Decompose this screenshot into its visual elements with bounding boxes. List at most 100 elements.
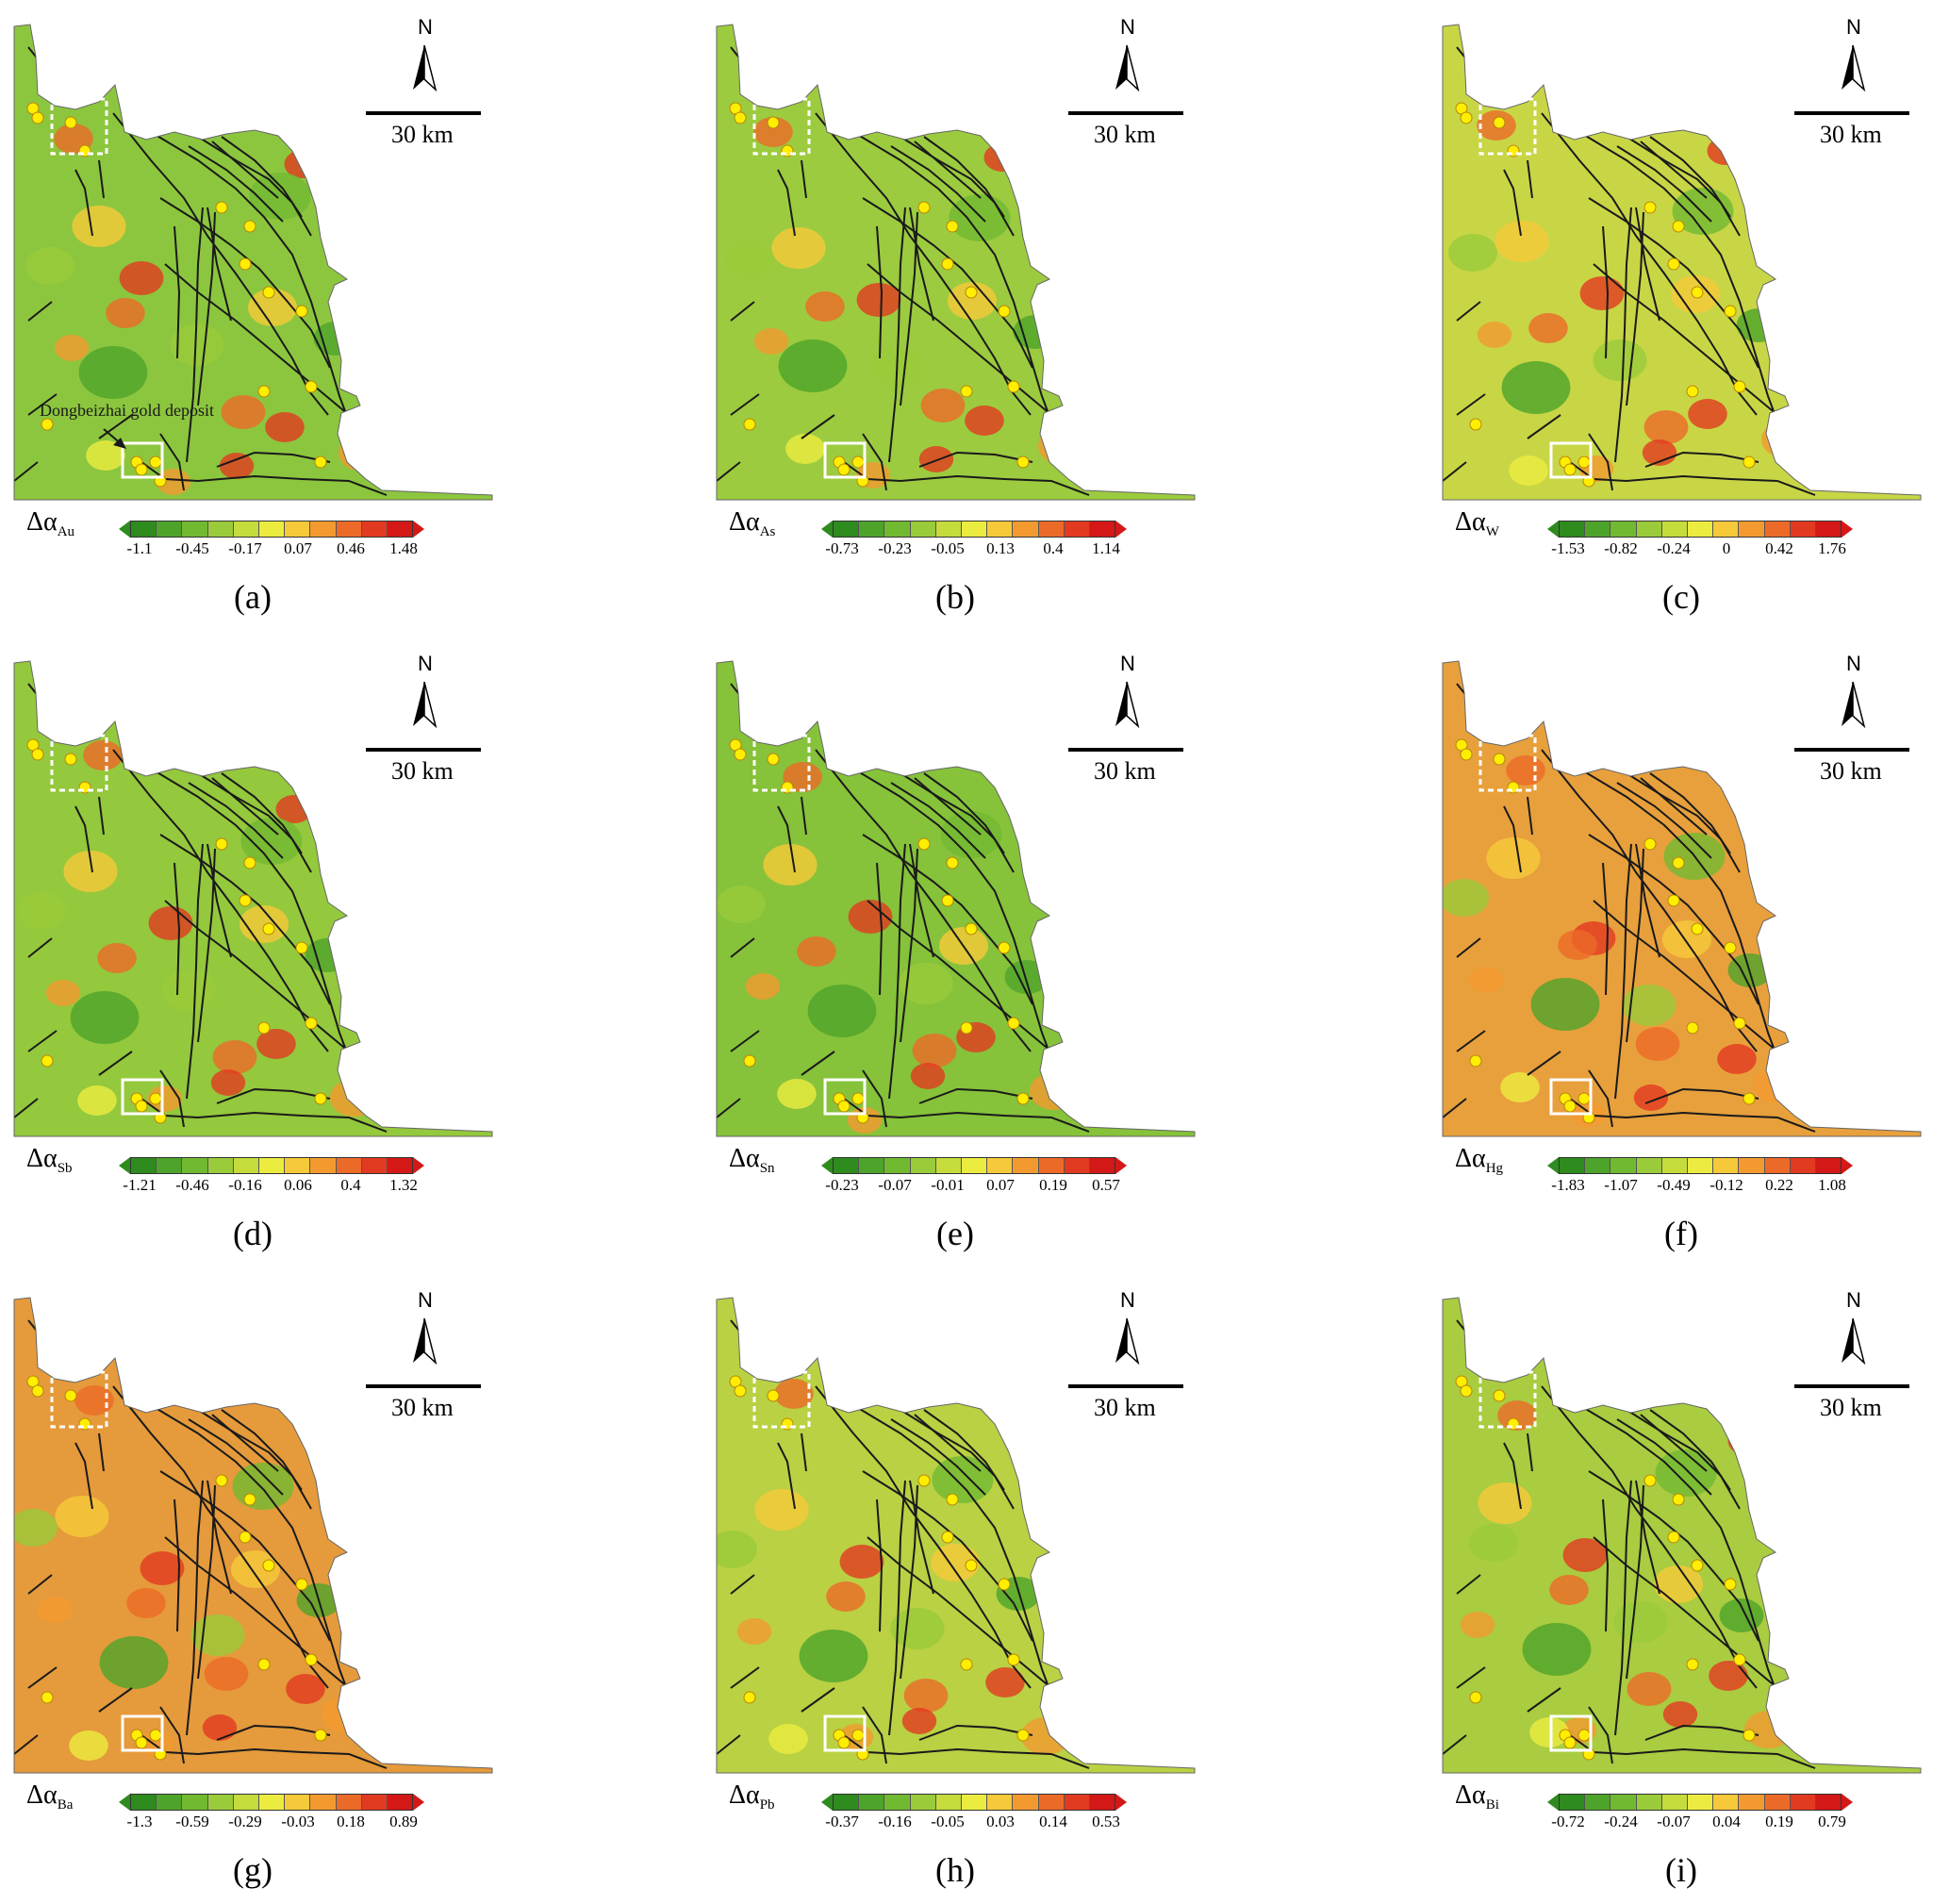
anomaly-patch <box>910 1063 946 1089</box>
ramp-segment <box>884 522 911 537</box>
fault-line <box>730 937 755 958</box>
fault-line <box>1649 772 1731 854</box>
fault-line <box>173 1498 181 1632</box>
deposit-point <box>1007 380 1020 393</box>
anomaly-patch <box>86 440 125 471</box>
anomaly-patch <box>1613 1601 1668 1643</box>
anomaly-patch <box>1495 221 1549 262</box>
deposit-point <box>1672 220 1685 233</box>
anomaly-patch <box>170 324 224 366</box>
color-ramp <box>833 1794 1115 1811</box>
deposit-box-solid <box>1549 1714 1593 1752</box>
north-label: N <box>418 1288 433 1312</box>
ramp-segment <box>285 1158 311 1173</box>
fault-line <box>801 796 807 836</box>
deposit-point <box>314 455 327 469</box>
map-canvas <box>1442 660 1922 1137</box>
north-arrow-icon <box>413 1317 438 1366</box>
deposit-point <box>257 1021 271 1035</box>
legend-tick-label: 1.14 <box>1092 539 1120 557</box>
fault-line <box>211 141 279 199</box>
deposit-point <box>1667 1531 1680 1544</box>
anomaly-patch <box>1593 339 1647 381</box>
fault-line <box>14 1734 39 1755</box>
deposit-point <box>41 1691 54 1704</box>
study-area-raster <box>14 661 492 1136</box>
deposit-point <box>262 1559 275 1572</box>
fault-line <box>150 768 355 1071</box>
deposit-point <box>946 220 959 233</box>
legend-tick-label: -0.12 <box>1710 1176 1743 1194</box>
deposit-point <box>1469 1691 1482 1704</box>
legend-tick-label: -0.82 <box>1604 539 1638 557</box>
fault-line <box>1527 1051 1561 1076</box>
deposit-point <box>314 1729 327 1742</box>
study-area-raster <box>717 661 1195 1136</box>
deposit-point <box>1743 455 1756 469</box>
study-area-raster <box>717 1298 1195 1773</box>
anomaly-patch <box>1727 1427 1765 1455</box>
north-arrow-icon <box>1842 681 1866 729</box>
legend-tick-label: -0.23 <box>825 1176 859 1194</box>
ramp-cap-left <box>821 1794 833 1811</box>
ramp-segment <box>987 522 1014 537</box>
deposit-point <box>31 111 44 124</box>
anomaly-patch <box>1643 410 1689 444</box>
fault-line <box>1626 1484 1644 1680</box>
deposit-point <box>239 1531 252 1544</box>
anomaly-patch <box>1501 361 1571 414</box>
deposit-point <box>1577 455 1591 469</box>
legend-tick-label: 0.57 <box>1092 1176 1120 1194</box>
anomaly-patch <box>202 1714 238 1741</box>
ramp-segment <box>131 1795 157 1810</box>
deposit-point <box>1563 463 1577 476</box>
deposit-point <box>1643 201 1657 214</box>
anomaly-patch <box>725 240 774 278</box>
target-box-dashed <box>50 97 108 156</box>
fault-line <box>216 1087 331 1104</box>
ramp-segment <box>233 1158 259 1173</box>
color-ramp <box>1559 1157 1842 1174</box>
deposit-point <box>64 1389 77 1402</box>
panel-label: (h) <box>935 1851 975 1889</box>
anomaly-patch <box>45 980 81 1006</box>
scale-label: 30 km <box>391 757 454 785</box>
deposit-point <box>31 1384 44 1398</box>
fault-line <box>1616 1418 1712 1496</box>
anomaly-patch <box>1468 967 1504 993</box>
deposit-point <box>1007 1653 1020 1666</box>
anomaly-patch <box>83 740 123 770</box>
fault-line <box>890 145 986 223</box>
ramp-cap-left <box>119 521 130 538</box>
fault-line <box>862 197 1033 369</box>
deposit-point <box>960 1021 973 1035</box>
fault-line <box>186 1480 204 1736</box>
fault-line <box>98 1687 133 1713</box>
anomaly-patch <box>985 1667 1025 1697</box>
anomaly-patch <box>147 1085 183 1112</box>
ramp-cap-left <box>119 1157 130 1174</box>
fault-line <box>1527 1687 1561 1713</box>
deposit-point <box>243 856 256 869</box>
deposit-point <box>837 1736 851 1749</box>
legend-tick-label: -0.07 <box>878 1176 912 1194</box>
legend-tick-label: 0.07 <box>284 539 312 557</box>
ramp-segment <box>285 1795 311 1810</box>
deposit-point <box>215 837 228 851</box>
legend-title: ΔαPb <box>729 1780 775 1813</box>
deposit-point <box>257 385 271 398</box>
ramp-segment <box>182 522 208 537</box>
fault-line <box>206 843 232 958</box>
fault-line <box>815 749 1032 1052</box>
legend-tick-label: -0.72 <box>1551 1813 1585 1830</box>
anomaly-patch <box>799 1630 868 1682</box>
deposit-point <box>1016 1729 1030 1742</box>
fault-line <box>1456 301 1481 322</box>
deposit-point <box>1733 1653 1746 1666</box>
fault-line <box>211 1414 279 1472</box>
fault-line <box>1503 1442 1522 1510</box>
fault-line <box>221 772 303 854</box>
target-box-dashed <box>50 1370 108 1429</box>
deposit-point <box>243 220 256 233</box>
deposit-point <box>215 201 228 214</box>
